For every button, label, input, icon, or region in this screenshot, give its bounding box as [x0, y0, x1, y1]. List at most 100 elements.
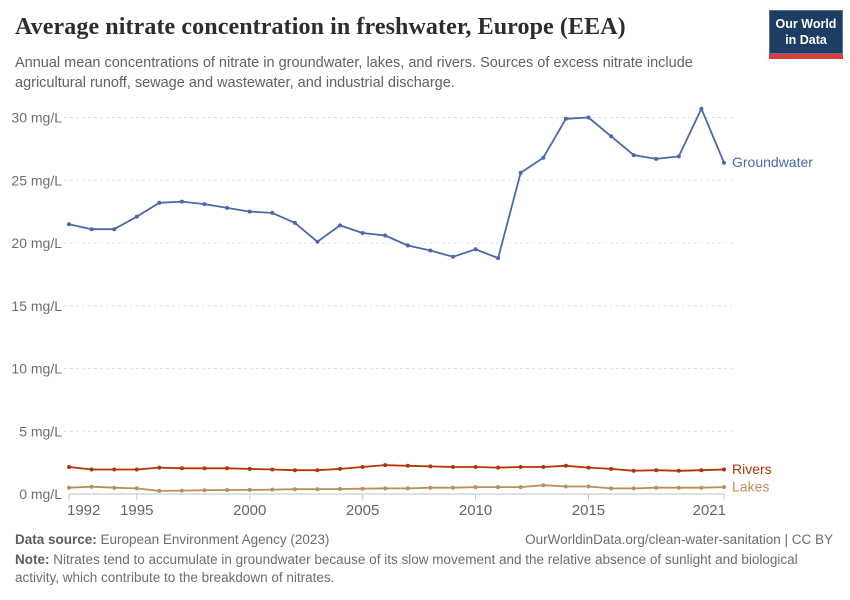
y-tick-label: 10 mg/L	[11, 361, 62, 377]
note-label: Note:	[15, 552, 50, 567]
y-tick-label: 0 mg/L	[19, 486, 62, 502]
data-point-rivers	[202, 466, 207, 471]
data-point-rivers	[405, 463, 410, 468]
data-point-lakes	[676, 485, 681, 490]
data-point-rivers	[315, 468, 320, 473]
data-point-rivers	[496, 465, 501, 470]
chart-subtitle: Annual mean concentrations of nitrate in…	[15, 53, 693, 93]
data-point-groundwater	[654, 156, 659, 161]
data-point-lakes	[112, 485, 117, 490]
data-point-lakes	[360, 486, 365, 491]
data-point-lakes	[292, 487, 297, 492]
data-point-lakes	[722, 485, 726, 490]
data-point-lakes	[315, 487, 320, 492]
data-point-lakes	[586, 484, 591, 489]
attribution-link[interactable]: OurWorldinData.org/clean-water-sanitatio…	[525, 532, 833, 547]
data-point-groundwater	[383, 233, 388, 238]
data-point-lakes	[654, 485, 659, 490]
data-point-lakes	[270, 487, 275, 492]
data-point-groundwater	[631, 153, 636, 158]
data-point-lakes	[631, 486, 636, 491]
data-point-rivers	[89, 467, 94, 472]
data-point-lakes	[473, 485, 478, 490]
data-point-lakes	[451, 485, 455, 490]
data-point-rivers	[383, 463, 388, 468]
data-point-rivers	[360, 465, 365, 469]
data-point-lakes	[496, 485, 501, 490]
data-point-groundwater	[179, 199, 184, 204]
y-tick-label: 5 mg/L	[19, 423, 62, 439]
data-point-rivers	[451, 465, 455, 469]
series-line-lakes	[68, 484, 725, 492]
data-source-label: Data source:	[15, 532, 97, 547]
data-point-rivers	[270, 467, 275, 472]
data-point-groundwater	[541, 155, 546, 160]
data-point-groundwater	[67, 222, 71, 227]
data-point-groundwater	[360, 231, 365, 235]
data-point-lakes	[699, 485, 704, 490]
data-point-rivers	[473, 465, 478, 469]
data-point-groundwater	[270, 210, 275, 215]
data-point-lakes	[202, 488, 207, 493]
data-point-lakes	[383, 486, 388, 491]
data-point-groundwater	[338, 223, 342, 228]
data-point-rivers	[292, 468, 297, 473]
data-point-lakes	[518, 485, 523, 490]
page-title: Average nitrate concentration in freshwa…	[15, 14, 626, 40]
data-point-lakes	[609, 486, 614, 491]
data-point-rivers	[654, 468, 659, 473]
data-point-lakes	[405, 486, 410, 491]
data-point-rivers	[247, 466, 252, 471]
data-point-lakes	[541, 483, 546, 488]
data-point-rivers	[699, 468, 704, 473]
data-point-rivers	[609, 466, 614, 471]
data-point-lakes	[179, 488, 184, 493]
data-point-groundwater	[451, 254, 455, 259]
data-point-groundwater	[722, 160, 726, 165]
data-point-groundwater	[225, 205, 230, 210]
data-point-groundwater	[496, 256, 501, 261]
x-tick-label: 2005	[346, 502, 379, 519]
data-point-rivers	[631, 468, 636, 473]
data-point-groundwater	[518, 170, 523, 175]
data-source-text: European Environment Agency (2023)	[96, 532, 330, 547]
data-point-groundwater	[699, 106, 704, 111]
data-point-rivers	[563, 463, 568, 468]
data-point-lakes	[225, 488, 230, 492]
data-point-rivers	[428, 464, 433, 469]
chart-subtitle-line2: agricultural runoff, sewage and wastewat…	[15, 75, 455, 91]
data-point-lakes	[428, 485, 433, 490]
data-point-rivers	[518, 465, 523, 469]
data-point-lakes	[89, 484, 94, 489]
data-point-lakes	[157, 488, 162, 493]
data-point-lakes	[67, 485, 71, 490]
note-text: Nitrates tend to accumulate in groundwat…	[15, 552, 798, 585]
data-point-groundwater	[428, 248, 433, 253]
owid-logo-line2: in Data	[785, 32, 827, 47]
chart-note: Note: Nitrates tend to accumulate in gro…	[15, 551, 837, 586]
x-tick-label: 2021	[693, 502, 726, 519]
data-point-lakes	[563, 484, 568, 489]
series-label-rivers: Rivers	[732, 461, 772, 477]
x-tick-label: 2015	[572, 502, 605, 519]
data-point-groundwater	[609, 134, 614, 139]
x-tick-label: 1992	[67, 502, 100, 519]
data-point-groundwater	[89, 227, 94, 232]
series-line-rivers	[68, 464, 725, 472]
data-point-rivers	[541, 465, 546, 469]
x-tick-label: 2010	[459, 502, 492, 519]
data-point-rivers	[134, 467, 139, 472]
y-tick-label: 15 mg/L	[11, 298, 62, 314]
data-point-rivers	[676, 468, 681, 473]
data-source: Data source: European Environment Agency…	[15, 532, 329, 547]
data-point-lakes	[247, 487, 252, 492]
data-point-rivers	[722, 467, 726, 472]
data-point-groundwater	[586, 115, 591, 120]
series-label-lakes: Lakes	[732, 479, 769, 495]
data-point-groundwater	[134, 214, 139, 219]
data-point-rivers	[67, 465, 71, 469]
data-point-rivers	[112, 467, 117, 472]
data-point-groundwater	[202, 202, 207, 207]
owid-logo[interactable]: Our World in Data	[769, 10, 843, 60]
